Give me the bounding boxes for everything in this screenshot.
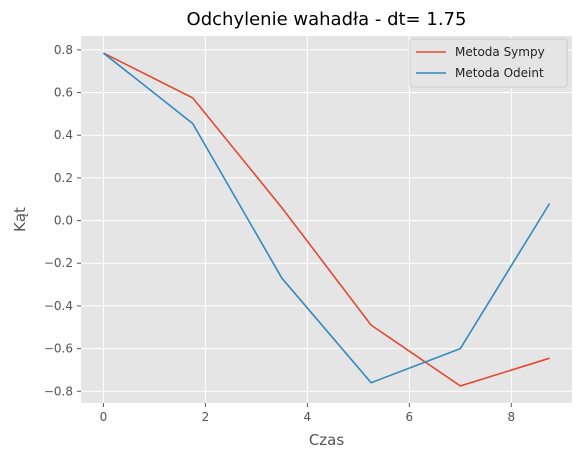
legend-box — [409, 38, 568, 88]
y-tick-label: 0.8 — [54, 43, 73, 57]
series-line-0 — [103, 52, 550, 387]
chart-title: Odchylenie wahadła - dt= 1.75 — [187, 9, 467, 30]
legend: Metoda Sympy Metoda Odeint — [409, 38, 568, 88]
y-tick-label: −0.6 — [44, 342, 73, 356]
y-tick-label: 0.4 — [54, 128, 73, 142]
y-axis: −0.8 −0.6 −0.4 −0.2 0.0 0.2 0.4 0.6 0.8 — [44, 43, 81, 398]
y-tick-label: 0.6 — [54, 86, 73, 100]
x-tick-label: 4 — [304, 410, 312, 424]
y-tick-label: −0.4 — [44, 299, 73, 313]
y-tick-label: −0.2 — [44, 256, 73, 270]
x-tick-label: 6 — [406, 410, 414, 424]
y-tick-label: 0.2 — [54, 171, 73, 185]
y-tick-label: −0.8 — [44, 384, 73, 398]
series-layer — [102, 52, 551, 387]
plot-area — [81, 36, 572, 403]
y-axis-label: Kąt — [11, 207, 29, 232]
x-tick-label: 8 — [508, 410, 516, 424]
series-line-1 — [102, 52, 551, 384]
legend-label-odeint: Metoda Odeint — [455, 66, 544, 80]
x-axis: 0 2 4 6 8 — [100, 403, 516, 424]
x-axis-label: Czas — [309, 431, 345, 449]
x-tick-label: 2 — [202, 410, 210, 424]
legend-label-sympy: Metoda Sympy — [455, 45, 545, 59]
x-tick-label: 0 — [100, 410, 108, 424]
y-tick-label: 0.0 — [54, 214, 73, 228]
